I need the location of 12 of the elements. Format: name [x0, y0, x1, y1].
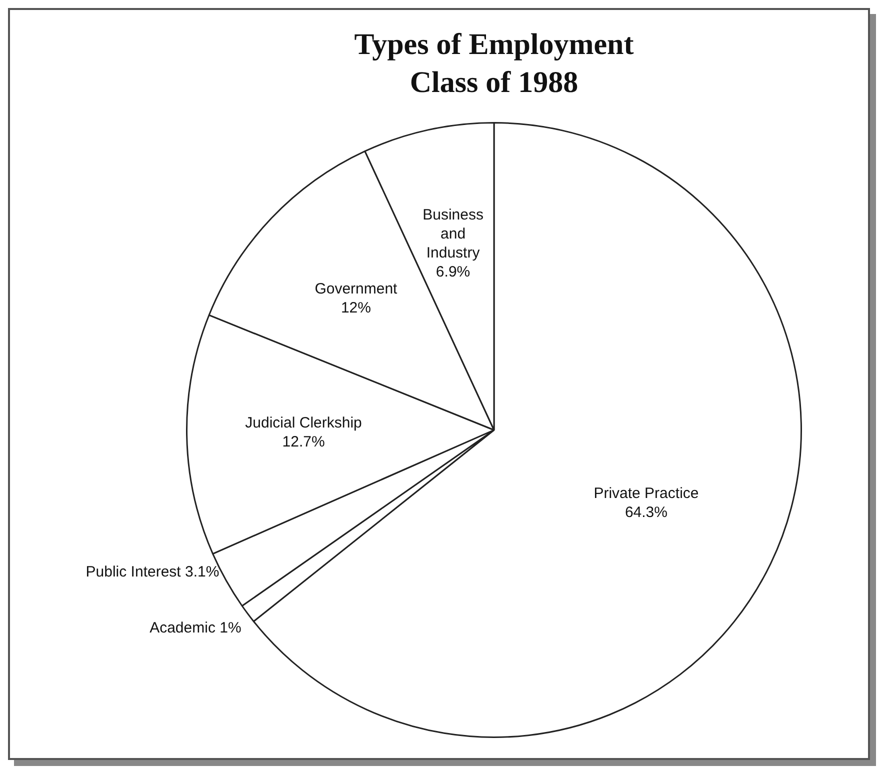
slice-label: Public Interest 3.1%	[86, 564, 220, 581]
data-label: 12.7%	[282, 434, 325, 451]
chart-title: Types of Employment	[354, 28, 634, 61]
data-label: 64.3%	[624, 504, 668, 522]
data-label: 6.9%	[436, 264, 470, 281]
slice-label: Government	[314, 280, 398, 298]
slice-label: Private Practice	[594, 485, 699, 502]
slice-label: Business and Industry	[422, 206, 484, 262]
slice-label: Judicial Clerkship	[245, 414, 362, 432]
data-label: 12%	[340, 299, 371, 316]
slice-label: Academic 1%	[150, 620, 242, 637]
chart-subtitle: Class of 1988	[410, 66, 578, 99]
